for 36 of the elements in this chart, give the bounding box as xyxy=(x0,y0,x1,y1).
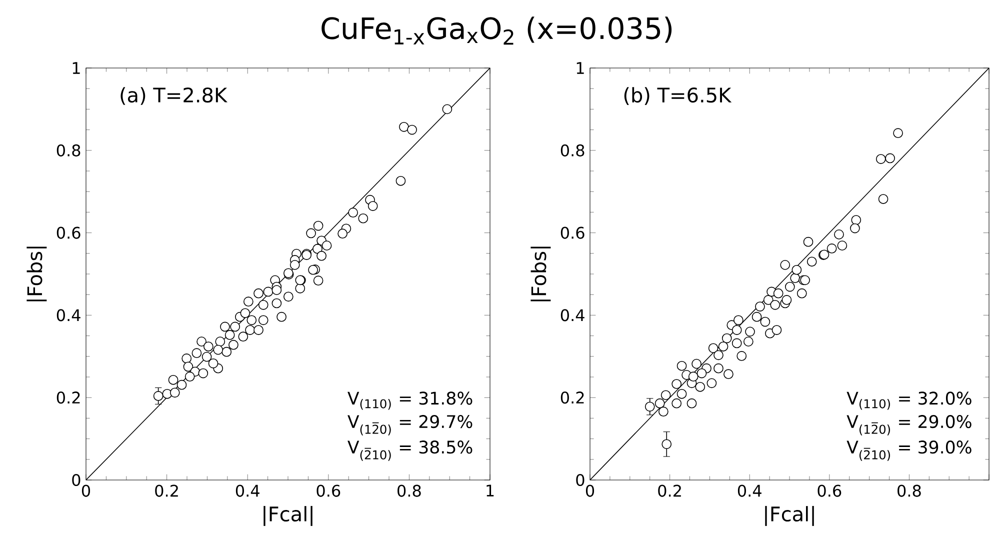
x-tick-label: 0.2 xyxy=(658,484,681,497)
x-tick-label: 0 xyxy=(586,484,594,497)
y-tick-label: 0.2 xyxy=(560,392,584,404)
x-tick-label: 0.6 xyxy=(818,484,842,497)
annotation: V$_{(110)}$ = 31.8% xyxy=(348,392,472,410)
y-tick-label: 0 xyxy=(576,474,584,486)
annotation: V$_{(12̅0)}$ = 29.7% xyxy=(348,415,472,436)
x-tick-label: 0 xyxy=(82,484,90,497)
x-tick-label: 0.8 xyxy=(398,484,421,497)
annotation: (a) T=2.8K xyxy=(120,87,228,105)
y-tick-label: 0.8 xyxy=(56,144,80,156)
y-axis-title: |Fobs| xyxy=(530,246,551,302)
y-tick-label: 0.2 xyxy=(56,392,80,404)
x-tick-label: 0.8 xyxy=(898,484,921,497)
x-axis-title: |Fcal| xyxy=(765,506,814,526)
x-tick-label: 0.6 xyxy=(316,484,340,497)
x-tick-label: 1 xyxy=(486,484,494,496)
y-tick-label: 0.6 xyxy=(56,226,80,239)
y-tick-label: 0.4 xyxy=(560,309,584,322)
x-tick-label: 0.4 xyxy=(236,484,260,497)
y-tick-label: 0 xyxy=(72,474,80,486)
y-tick-label: 1 xyxy=(72,62,80,74)
annotation: V$_{(12̅0)}$ = 29.0% xyxy=(846,415,972,436)
y-tick-label: 0.4 xyxy=(56,309,80,322)
y-tick-label: 1 xyxy=(576,62,584,74)
x-axis-title: |Fcal| xyxy=(264,506,312,526)
x-tick-label: 0.4 xyxy=(738,484,762,497)
annotation: V$_{(110)}$ = 32.0% xyxy=(846,392,972,410)
y-axis-title: |Fobs| xyxy=(26,246,47,302)
x-tick-label: 0.2 xyxy=(155,484,178,497)
annotation: (b) T=6.5K xyxy=(624,87,732,105)
y-tick-label: 0.6 xyxy=(560,226,584,239)
annotation: V$_{(2̅10)}$ = 39.0% xyxy=(846,440,972,461)
chart-title: CuFe$_{1-x}$Ga$_{x}$O$_{2}$ (x=0.035) xyxy=(322,16,672,45)
y-tick-label: 0.8 xyxy=(560,144,584,156)
annotation: V$_{(2̅10)}$ = 38.5% xyxy=(348,440,472,461)
